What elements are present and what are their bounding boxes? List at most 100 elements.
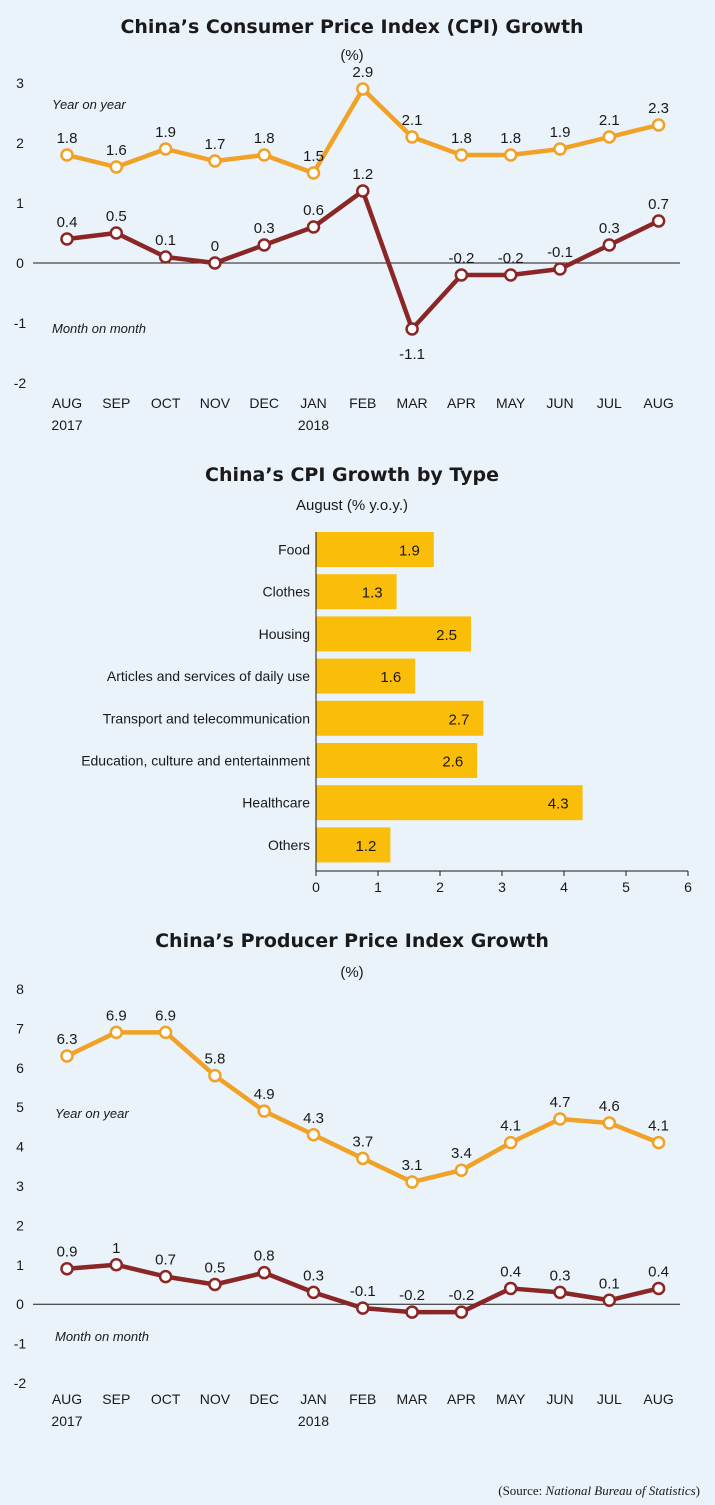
x-tick-label: OCT xyxy=(151,1391,181,1407)
data-point xyxy=(602,238,617,252)
x-tick-label: NOV xyxy=(200,395,231,411)
source-note: (Source: National Bureau of Statistics) xyxy=(498,1483,700,1498)
data-label: 0.4 xyxy=(500,1263,521,1280)
data-point xyxy=(503,1281,518,1296)
cpi-by-type-chart: China’s CPI Growth by Type August (% y.o.… xyxy=(81,464,692,895)
data-point xyxy=(356,82,370,96)
data-label: 1.8 xyxy=(451,130,472,147)
data-point xyxy=(405,1175,419,1189)
category-label: Clothes xyxy=(263,584,310,600)
data-point xyxy=(651,1281,666,1296)
chart-title: China’s Producer Price Index Growth xyxy=(155,930,549,952)
data-point xyxy=(208,1277,222,1292)
data-label: 4.7 xyxy=(550,1094,571,1111)
bar xyxy=(316,574,397,610)
series-name-label: Year on year xyxy=(55,1106,129,1121)
cpi-chart: China’s Consumer Price Index (CPI) Growt… xyxy=(14,16,680,433)
data-label: 0.5 xyxy=(106,208,127,225)
bar xyxy=(316,785,583,821)
x-tick-label: 1 xyxy=(374,879,382,895)
data-point xyxy=(208,154,222,168)
x-tick-label: JAN xyxy=(300,395,326,411)
bar xyxy=(316,743,478,778)
data-point xyxy=(158,250,173,264)
data-label: 1.7 xyxy=(204,136,225,153)
y-tick-label: -2 xyxy=(14,375,27,391)
data-label: 3.4 xyxy=(451,1145,472,1162)
data-point xyxy=(503,1135,518,1150)
data-point xyxy=(109,160,124,174)
data-point xyxy=(405,130,419,144)
bar-value-label: 1.6 xyxy=(380,669,401,686)
x-tick-label: JUN xyxy=(546,395,573,411)
x-tick-label: JUL xyxy=(597,395,622,411)
data-label: 1.2 xyxy=(352,166,373,183)
bar-value-label: 2.7 xyxy=(449,711,470,728)
data-label: 1.6 xyxy=(106,142,127,159)
data-label: -0.2 xyxy=(448,1287,474,1304)
x-tick-label: MAR xyxy=(397,1391,428,1407)
data-point xyxy=(109,1025,124,1040)
data-label: 0.6 xyxy=(303,202,324,219)
data-point xyxy=(454,1163,469,1177)
data-label: 6.9 xyxy=(106,1007,127,1024)
data-label: -0.2 xyxy=(399,1287,425,1304)
bar-value-label: 1.2 xyxy=(356,838,377,855)
data-label: 1.9 xyxy=(550,124,571,141)
data-point xyxy=(60,1261,74,1276)
data-point xyxy=(158,1269,173,1284)
x-tick-label: MAY xyxy=(496,395,526,411)
data-point xyxy=(306,1285,321,1300)
series-name-label: Month on month xyxy=(52,321,146,336)
data-label: -0.1 xyxy=(350,1283,376,1300)
data-point xyxy=(109,1258,124,1272)
data-point xyxy=(651,118,666,132)
data-point xyxy=(60,1049,74,1063)
data-label: -1.1 xyxy=(399,346,425,363)
data-label: -0.2 xyxy=(498,250,524,267)
data-point xyxy=(356,184,370,198)
bar xyxy=(316,532,434,567)
data-point xyxy=(602,1116,617,1130)
y-tick-label: -1 xyxy=(14,315,27,331)
data-label: 5.8 xyxy=(204,1051,225,1068)
data-label: 0 xyxy=(211,238,219,255)
y-tick-label: 1 xyxy=(16,195,24,211)
data-label: 0.1 xyxy=(155,232,176,249)
y-tick-label: -2 xyxy=(14,1375,27,1391)
chart-title: China’s CPI Growth by Type xyxy=(205,464,499,486)
x-tick-label: MAY xyxy=(496,1391,526,1407)
x-tick-label: APR xyxy=(447,395,476,411)
category-label: Others xyxy=(268,837,310,853)
data-label: 4.3 xyxy=(303,1110,324,1127)
chart-subtitle: (%) xyxy=(340,47,363,64)
data-label: 4.1 xyxy=(648,1118,669,1135)
data-label: 0.1 xyxy=(599,1275,620,1292)
data-point xyxy=(60,148,74,162)
x-tick-label: AUG xyxy=(52,395,82,411)
data-point xyxy=(60,232,74,246)
data-point xyxy=(405,1305,419,1319)
data-label: -0.1 xyxy=(547,244,573,261)
data-point xyxy=(651,214,666,228)
data-point xyxy=(454,148,469,162)
chart-subtitle: (%) xyxy=(340,964,363,981)
data-point xyxy=(158,142,173,156)
bar xyxy=(316,827,391,863)
data-label: 1.9 xyxy=(155,124,176,141)
bar xyxy=(316,658,416,694)
bar xyxy=(316,700,484,736)
y-tick-label: -1 xyxy=(14,1336,27,1352)
y-tick-label: 2 xyxy=(16,1217,24,1233)
data-label: 6.9 xyxy=(155,1007,176,1024)
data-label: 1.8 xyxy=(500,130,521,147)
data-point xyxy=(602,130,617,144)
y-tick-label: 7 xyxy=(16,1020,24,1036)
y-tick-label: 4 xyxy=(16,1139,24,1155)
x-tick-label: MAR xyxy=(397,395,428,411)
data-label: 0.9 xyxy=(57,1244,78,1261)
x-tick-label: OCT xyxy=(151,395,181,411)
y-tick-label: 3 xyxy=(16,75,24,91)
data-label: 2.3 xyxy=(648,100,669,117)
data-label: 4.6 xyxy=(599,1098,620,1115)
